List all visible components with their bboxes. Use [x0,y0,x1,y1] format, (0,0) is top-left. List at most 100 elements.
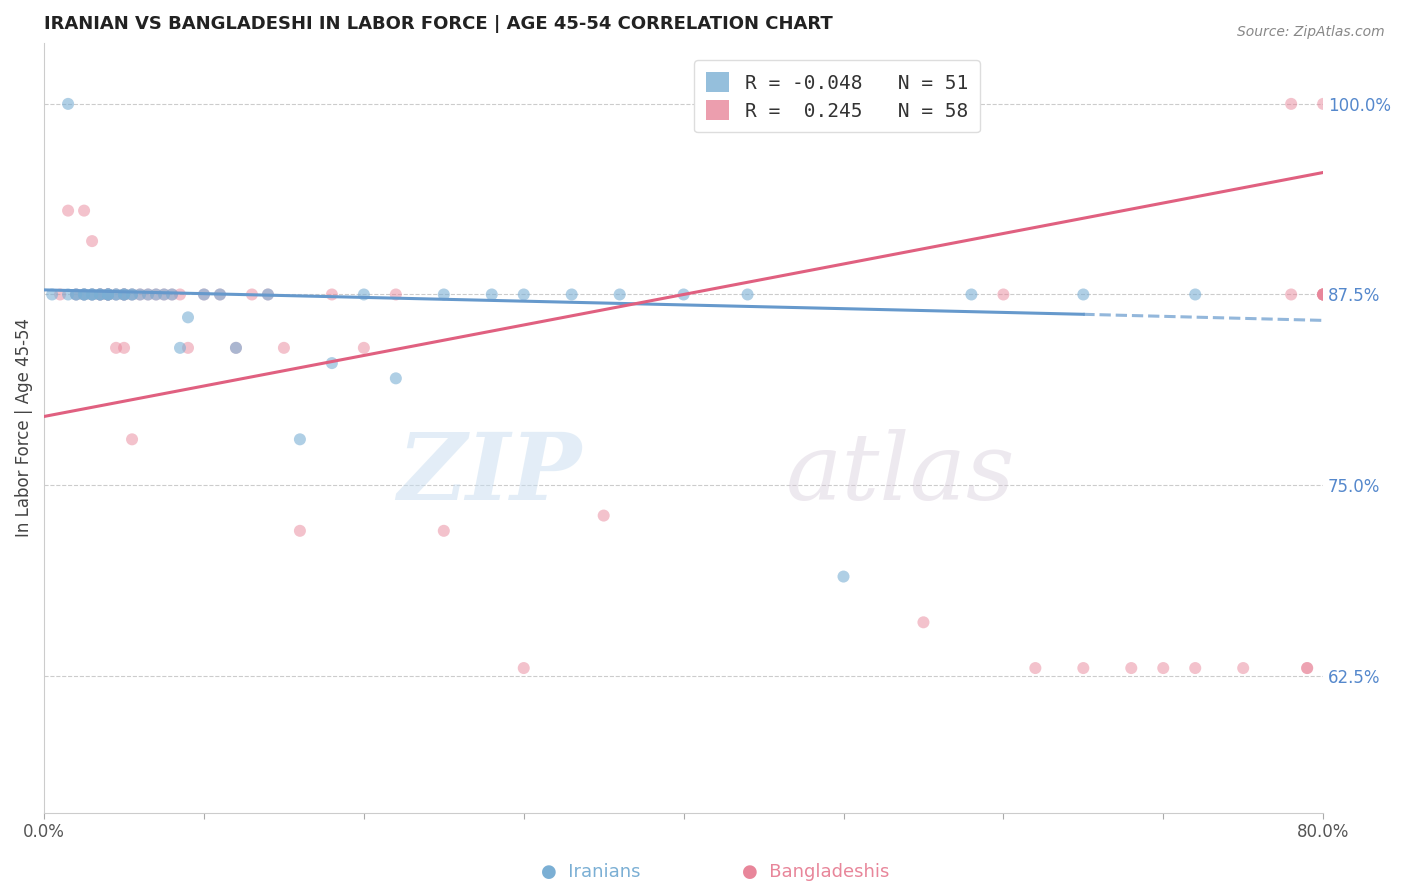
Point [1071,287,1094,301]
Point [73,287,96,301]
Point [960,287,983,301]
Point [385,287,408,301]
Point [97,287,120,301]
Point [1312,96,1334,111]
Point [1184,661,1206,675]
Point [65,287,87,301]
Point [160,287,183,301]
Point [1071,661,1094,675]
Point [1296,661,1319,675]
Point [97,287,120,301]
Point [1312,287,1334,301]
Point [193,287,215,301]
Point [56,203,79,218]
Point [89,287,111,301]
Point [353,287,375,301]
Point [1184,287,1206,301]
Point [177,341,200,355]
Point [153,287,176,301]
Point [257,287,280,301]
Y-axis label: In Labor Force | Age 45-54: In Labor Force | Age 45-54 [15,318,32,537]
Point [288,524,311,538]
Point [121,287,143,301]
Point [832,569,855,583]
Point [433,287,456,301]
Point [56,287,79,301]
Point [177,310,200,325]
Point [912,615,935,630]
Point [121,287,143,301]
Point [105,287,128,301]
Point [1312,287,1334,301]
Point [112,287,135,301]
Point [1296,661,1319,675]
Point [89,287,111,301]
Point [1312,287,1334,301]
Point [169,287,191,301]
Point [1312,287,1334,301]
Point [97,287,120,301]
Point [145,287,167,301]
Point [65,287,87,301]
Point [97,287,120,301]
Point [89,287,111,301]
Text: ●  Iranians: ● Iranians [541,863,640,881]
Point [136,287,159,301]
Point [41,287,63,301]
Point [80,287,103,301]
Point [97,287,120,301]
Point [513,661,536,675]
Point [105,341,128,355]
Point [240,287,263,301]
Point [592,508,614,523]
Point [129,287,152,301]
Point [321,356,343,370]
Point [1024,661,1046,675]
Point [385,371,408,385]
Point [561,287,583,301]
Point [273,341,295,355]
Point [97,287,120,301]
Text: IRANIAN VS BANGLADESHI IN LABOR FORCE | AGE 45-54 CORRELATION CHART: IRANIAN VS BANGLADESHI IN LABOR FORCE | … [44,15,832,33]
Point [112,287,135,301]
Point [153,287,176,301]
Point [1121,661,1143,675]
Point [225,341,247,355]
Point [112,287,135,301]
Point [80,234,103,248]
Point [208,287,231,301]
Point [169,341,191,355]
Point [121,433,143,447]
Point [112,341,135,355]
Text: ZIP: ZIP [396,429,581,519]
Point [105,287,128,301]
Point [80,287,103,301]
Point [97,287,120,301]
Point [80,287,103,301]
Point [56,96,79,111]
Point [737,287,759,301]
Point [136,287,159,301]
Point [1279,96,1302,111]
Point [1312,287,1334,301]
Point [80,287,103,301]
Point [121,287,143,301]
Point [193,287,215,301]
Point [208,287,231,301]
Text: atlas: atlas [786,429,1015,519]
Point [433,524,456,538]
Point [993,287,1015,301]
Point [129,287,152,301]
Point [73,287,96,301]
Point [1279,287,1302,301]
Point [65,287,87,301]
Point [112,287,135,301]
Point [73,287,96,301]
Text: ●  Bangladeshis: ● Bangladeshis [742,863,889,881]
Point [321,287,343,301]
Point [353,341,375,355]
Point [1152,661,1174,675]
Legend: R = -0.048   N = 51, R =  0.245   N = 58: R = -0.048 N = 51, R = 0.245 N = 58 [695,61,980,133]
Point [73,203,96,218]
Point [105,287,128,301]
